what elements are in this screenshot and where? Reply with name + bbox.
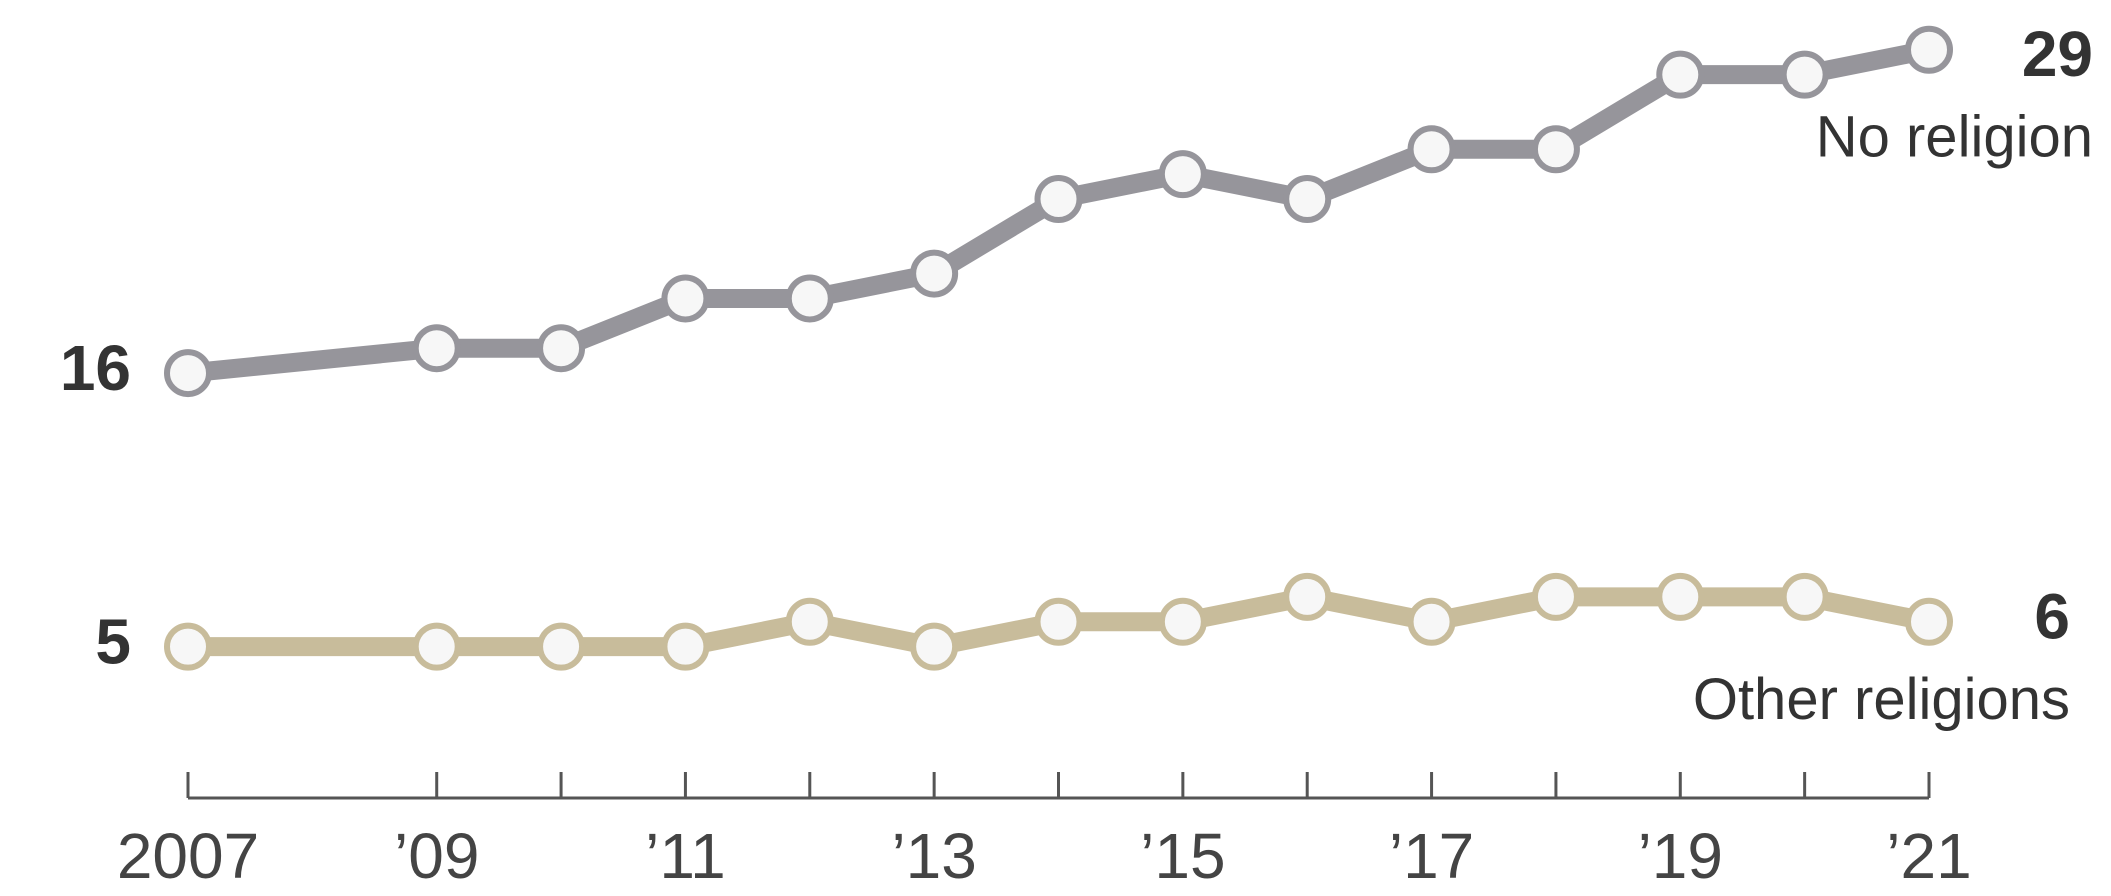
marker: [661, 622, 710, 671]
x-tick-label: ’15: [1140, 820, 1225, 892]
marker: [1656, 50, 1705, 99]
marker: [164, 622, 212, 671]
x-tick-label: 2007: [117, 820, 259, 892]
marker: [1407, 125, 1456, 174]
marker: [1158, 150, 1207, 199]
x-tick-label: ’19: [1638, 820, 1723, 892]
start-label: 16: [60, 332, 131, 404]
marker: [412, 324, 461, 373]
marker: [1531, 572, 1580, 621]
end-label: 6: [2034, 581, 2070, 653]
marker: [1034, 174, 1083, 223]
marker: [910, 249, 959, 298]
marker: [910, 622, 959, 671]
marker: [537, 622, 586, 671]
marker: [1283, 174, 1332, 223]
marker: [1905, 597, 1953, 646]
marker: [412, 622, 461, 671]
x-tick-label: ’21: [1886, 820, 1971, 892]
x-tick-label: ’17: [1389, 820, 1474, 892]
marker: [1531, 125, 1580, 174]
marker: [1656, 572, 1705, 621]
x-tick-label: ’13: [891, 820, 976, 892]
marker: [1407, 597, 1456, 646]
marker: [661, 274, 710, 323]
marker: [1780, 50, 1829, 99]
series-name: No religion: [1816, 104, 2093, 169]
marker: [1158, 597, 1207, 646]
marker: [1283, 572, 1332, 621]
marker: [1780, 572, 1829, 621]
x-tick-label: ’09: [394, 820, 479, 892]
marker: [785, 274, 834, 323]
marker: [785, 597, 834, 646]
marker: [537, 324, 586, 373]
marker: [1905, 25, 1953, 74]
marker: [164, 349, 212, 398]
end-label: 29: [2022, 18, 2093, 90]
start-label: 5: [95, 606, 131, 678]
series-name: Other religions: [1693, 667, 2070, 732]
marker: [1034, 597, 1083, 646]
x-tick-label: ’11: [645, 820, 726, 892]
